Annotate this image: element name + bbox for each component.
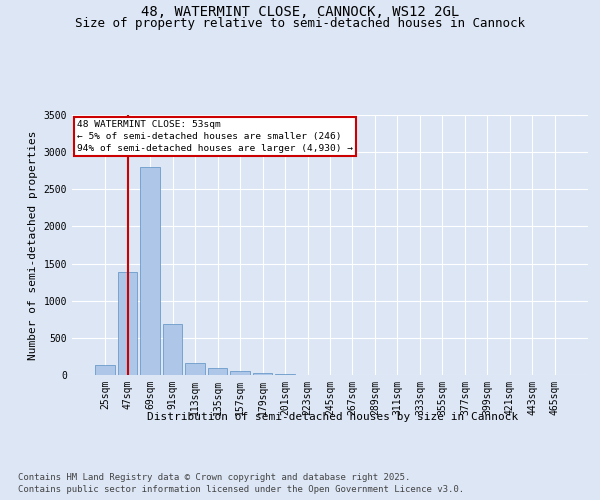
Bar bbox=[230, 371, 250, 375]
Bar bbox=[163, 324, 182, 375]
Bar bbox=[95, 366, 115, 375]
Bar bbox=[118, 272, 137, 375]
Text: 48 WATERMINT CLOSE: 53sqm
← 5% of semi-detached houses are smaller (246)
94% of : 48 WATERMINT CLOSE: 53sqm ← 5% of semi-d… bbox=[77, 120, 353, 153]
Y-axis label: Number of semi-detached properties: Number of semi-detached properties bbox=[28, 130, 38, 360]
Bar bbox=[140, 167, 160, 375]
Bar bbox=[208, 368, 227, 375]
Text: Contains public sector information licensed under the Open Government Licence v3: Contains public sector information licen… bbox=[18, 485, 464, 494]
Text: 48, WATERMINT CLOSE, CANNOCK, WS12 2GL: 48, WATERMINT CLOSE, CANNOCK, WS12 2GL bbox=[141, 5, 459, 19]
Text: Contains HM Land Registry data © Crown copyright and database right 2025.: Contains HM Land Registry data © Crown c… bbox=[18, 472, 410, 482]
Text: Size of property relative to semi-detached houses in Cannock: Size of property relative to semi-detach… bbox=[75, 18, 525, 30]
Bar bbox=[275, 374, 295, 375]
Bar bbox=[253, 373, 272, 375]
Text: Distribution of semi-detached houses by size in Cannock: Distribution of semi-detached houses by … bbox=[148, 412, 518, 422]
Bar bbox=[185, 363, 205, 375]
